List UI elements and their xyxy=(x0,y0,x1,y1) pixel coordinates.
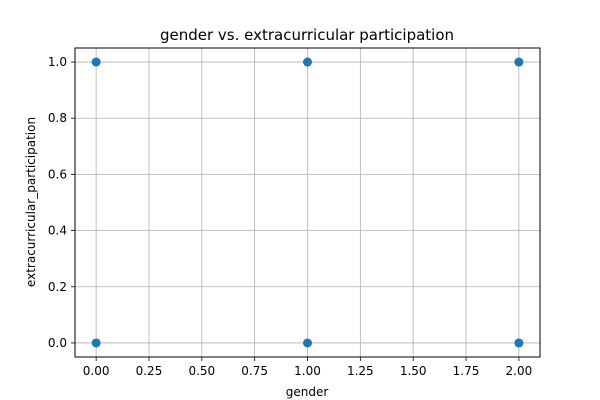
y-tick-label: 0.8 xyxy=(48,111,67,125)
y-tick-label: 0.2 xyxy=(48,280,67,294)
y-tick-label: 0.0 xyxy=(48,336,67,350)
plot-frame xyxy=(74,47,541,358)
y-tick-label: 1.0 xyxy=(48,55,67,69)
data-point xyxy=(91,57,101,67)
x-tick-label: 1.00 xyxy=(294,364,321,378)
x-tick-label: 1.75 xyxy=(453,364,480,378)
data-points xyxy=(91,57,524,348)
y-tick-label: 0.6 xyxy=(48,167,67,181)
grid xyxy=(75,48,540,357)
x-axis-label: gender xyxy=(286,385,329,399)
x-tick-label: 1.25 xyxy=(347,364,374,378)
chart-title: gender vs. extracurricular participation xyxy=(160,26,454,44)
x-tick-label: 0.50 xyxy=(188,364,215,378)
y-axis-label: extracurricular_participation xyxy=(24,117,38,287)
x-tick-label: 0.75 xyxy=(241,364,268,378)
y-tick-label: 0.4 xyxy=(48,224,67,238)
x-tick-label: 0.00 xyxy=(83,364,110,378)
x-tick-label: 0.25 xyxy=(136,364,163,378)
data-point xyxy=(91,338,101,348)
data-point xyxy=(514,338,524,348)
axis-ticks: 0.00 0.25 0.50 0.75 1.00 1.25 1.50 1.75 2.00 0.0 0… xyxy=(48,55,532,378)
data-point xyxy=(303,338,312,348)
data-point xyxy=(514,57,524,67)
x-tick-label: 2.00 xyxy=(506,364,533,378)
data-point xyxy=(303,57,312,67)
x-tick-label: 1.50 xyxy=(400,364,427,378)
